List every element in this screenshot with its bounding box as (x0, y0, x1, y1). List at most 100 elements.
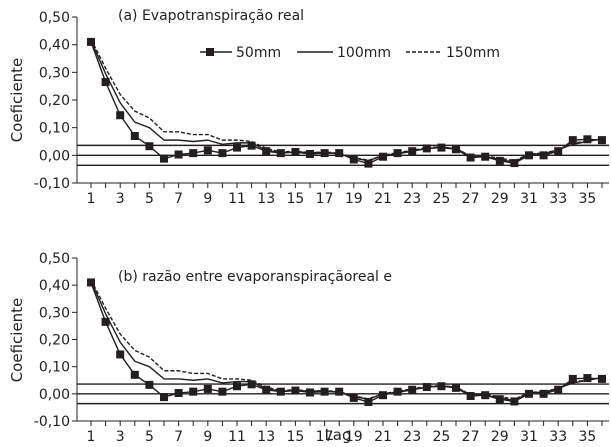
panel-title: (b) razão entre evaporanspiraçãoreal e (118, 269, 392, 285)
data-point-50mm (598, 374, 606, 383)
data-point-50mm (218, 387, 227, 396)
x-tick-label: 15 (286, 429, 304, 445)
x-tick-label: 11 (228, 191, 246, 207)
x-tick-label: 15 (286, 191, 304, 207)
x-tick-label: 17 (316, 191, 334, 207)
y-tick-label: 0,30 (39, 65, 70, 81)
data-point-50mm (379, 152, 387, 161)
data-point-50mm (203, 384, 212, 393)
x-tick-label: 19 (345, 429, 363, 445)
x-tick-label: 1 (87, 429, 96, 445)
data-point-50mm (495, 395, 504, 404)
data-point-50mm (335, 149, 344, 158)
data-point-50mm (349, 393, 358, 402)
data-point-50mm (160, 154, 168, 163)
x-tick-label: 35 (578, 429, 596, 445)
data-point-50mm (189, 149, 198, 158)
x-tick-label: 21 (374, 191, 392, 207)
legend-label-150mm: 150mm (446, 45, 500, 61)
data-point-50mm (379, 391, 387, 400)
legend-label-100mm: 100mm (337, 45, 391, 61)
x-tick-label: 27 (462, 429, 480, 445)
data-point-50mm (393, 387, 402, 396)
y-tick-label: 0,10 (39, 360, 70, 376)
panel-title: (a) Evapotranspiração real (118, 8, 304, 24)
data-point-50mm (262, 385, 271, 394)
data-point-50mm (598, 136, 606, 145)
x-tick-label: 9 (203, 191, 212, 207)
y-tick-label: -0,10 (34, 414, 70, 430)
data-point-50mm (174, 150, 183, 159)
data-point-50mm (452, 383, 460, 392)
x-tick-label: 33 (549, 191, 567, 207)
y-tick-label: -0,10 (34, 176, 70, 192)
data-point-50mm (247, 141, 256, 150)
y-tick-label: 0,10 (39, 121, 70, 137)
data-point-50mm (160, 393, 168, 402)
x-tick-label: 1 (87, 191, 96, 207)
y-tick-label: 0,30 (39, 305, 70, 321)
data-point-50mm (466, 153, 475, 162)
x-tick-label: 5 (145, 429, 154, 445)
y-tick-label: 0,20 (39, 333, 70, 349)
x-tick-label: 7 (174, 191, 183, 207)
data-point-50mm (130, 370, 139, 379)
x-tick-label: 3 (116, 191, 125, 207)
x-tick-label: 11 (228, 429, 246, 445)
y-tick-label: 0,00 (39, 387, 70, 403)
data-point-50mm (233, 143, 241, 152)
data-point-50mm (510, 159, 519, 168)
data-point-50mm (364, 159, 373, 168)
data-point-50mm (218, 149, 227, 158)
data-point-50mm (583, 135, 592, 144)
data-point-50mm (393, 149, 402, 158)
data-point-50mm (364, 397, 373, 406)
x-tick-label: 23 (403, 429, 421, 445)
x-tick-label: 29 (491, 429, 509, 445)
y-tick-label: 0,40 (39, 278, 70, 294)
x-axis-title: Lag (324, 426, 351, 444)
data-point-50mm (233, 382, 241, 391)
x-tick-label: 27 (462, 191, 480, 207)
data-point-50mm (306, 149, 314, 158)
data-point-50mm (539, 389, 548, 398)
data-point-50mm (203, 146, 212, 155)
x-tick-label: 5 (145, 191, 154, 207)
x-tick-label: 19 (345, 191, 363, 207)
x-tick-label: 31 (520, 429, 538, 445)
data-point-50mm (189, 387, 198, 396)
x-tick-label: 7 (174, 429, 183, 445)
x-tick-label: 25 (432, 191, 450, 207)
series-line-100mm (90, 280, 603, 402)
data-point-50mm (583, 374, 592, 383)
data-point-50mm (525, 151, 533, 160)
x-tick-label: 21 (374, 429, 392, 445)
data-point-50mm (262, 147, 271, 156)
data-point-50mm (568, 136, 577, 145)
data-point-50mm (116, 111, 125, 120)
data-point-50mm (247, 380, 256, 389)
x-tick-label: 31 (520, 191, 538, 207)
x-tick-label: 13 (257, 429, 275, 445)
data-point-50mm (554, 385, 563, 394)
legend-marker-50mm (206, 48, 214, 56)
data-point-50mm (116, 350, 125, 359)
x-tick-label: 33 (549, 429, 567, 445)
y-tick-label: 0,00 (39, 148, 70, 164)
x-tick-label: 25 (432, 429, 450, 445)
data-point-50mm (306, 388, 314, 397)
data-point-50mm (495, 156, 504, 165)
x-tick-label: 9 (203, 429, 212, 445)
data-point-50mm (145, 142, 154, 151)
data-point-50mm (554, 147, 563, 156)
y-tick-label: 0,50 (39, 251, 70, 267)
data-point-50mm (568, 374, 577, 383)
x-tick-label: 23 (403, 191, 421, 207)
data-point-50mm (335, 387, 344, 396)
data-point-50mm (349, 155, 358, 164)
x-tick-label: 35 (578, 191, 596, 207)
data-point-50mm (510, 397, 519, 406)
panel-a: -0,100,000,100,200,300,400,501 3 5 7 9 11 13 15… (8, 8, 609, 207)
x-tick-label: 3 (116, 429, 125, 445)
